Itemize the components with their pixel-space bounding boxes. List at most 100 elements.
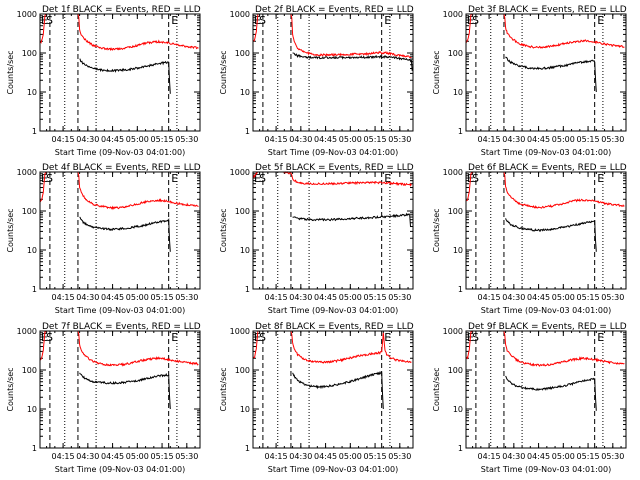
y-axis-label: Counts/sec [6, 208, 15, 252]
plot-frame [252, 13, 414, 132]
y-tick-label: 100 [235, 366, 250, 375]
x-tick-label: 04:15 [478, 452, 501, 461]
x-tick-label: 05:30 [601, 293, 624, 302]
plot-frame [252, 330, 414, 449]
series-line [79, 58, 171, 94]
x-tick-label: 04:15 [265, 135, 288, 144]
x-tick-label: 04:45 [314, 452, 337, 461]
y-tick-label: 1 [458, 285, 463, 294]
event-marker-label: S [259, 331, 266, 344]
plot-frame [39, 13, 201, 132]
x-tick-label: 05:30 [175, 135, 198, 144]
y-tick-label: 1 [245, 285, 250, 294]
panel-title: Det 8f BLACK = Events, RED = LLD [255, 322, 414, 332]
y-tick-label: 1 [245, 127, 250, 136]
x-axis-label: Start Time (09-Nov-03 04:01:00) [268, 148, 398, 157]
x-tick-label: 04:45 [101, 452, 124, 461]
x-tick-label: 04:45 [314, 135, 337, 144]
event-marker-label: S [46, 14, 53, 27]
x-tick-label: 05:00 [339, 135, 362, 144]
series-line [505, 375, 597, 411]
y-axis-label: Counts/sec [6, 50, 15, 94]
x-tick-label: 05:15 [151, 135, 174, 144]
x-tick-label: 04:45 [527, 135, 550, 144]
panel-title: Det 9f BLACK = Events, RED = LLD [468, 322, 627, 332]
x-tick-label: 04:15 [265, 452, 288, 461]
y-tick-label: 10 [27, 88, 37, 97]
x-tick-label: 05:15 [364, 135, 387, 144]
plot-frame [252, 171, 414, 290]
x-tick-label: 05:00 [126, 293, 149, 302]
x-tick-label: 04:45 [314, 293, 337, 302]
series-line [79, 372, 171, 410]
event-marker-label: E [171, 14, 178, 27]
x-tick-label: 04:45 [527, 293, 550, 302]
y-axis-label: Counts/sec [219, 367, 228, 411]
x-tick-label: 04:30 [76, 293, 99, 302]
x-axis-label: Start Time (09-Nov-03 04:01:00) [55, 148, 185, 157]
x-tick-label: 04:15 [478, 135, 501, 144]
x-tick-label: 05:15 [364, 452, 387, 461]
y-axis-label: Counts/sec [6, 367, 15, 411]
panel-title: Det 4f BLACK = Events, RED = LLD [42, 163, 201, 173]
x-tick-label: 05:30 [388, 135, 411, 144]
y-tick-label: 1000 [230, 327, 250, 336]
detector-panel: Det 6f BLACK = Events, RED = LLD Start Ti… [432, 163, 627, 315]
x-tick-label: 04:15 [52, 135, 75, 144]
event-marker-label: E [254, 172, 261, 185]
y-tick-label: 100 [448, 207, 463, 216]
y-tick-label: 1000 [17, 327, 37, 336]
y-tick-label: 100 [22, 49, 37, 58]
event-marker-label: S [259, 172, 266, 185]
y-tick-label: 1 [32, 285, 37, 294]
detector-panel: Det 4f BLACK = Events, RED = LLD Start Ti… [6, 163, 201, 315]
x-tick-label: 04:30 [502, 293, 525, 302]
x-tick-label: 05:30 [175, 293, 198, 302]
x-tick-label: 05:30 [388, 452, 411, 461]
y-tick-label: 10 [27, 246, 37, 255]
x-tick-label: 05:15 [364, 293, 387, 302]
y-tick-label: 1 [32, 127, 37, 136]
y-axis-label: Counts/sec [219, 50, 228, 94]
series-line [79, 216, 171, 252]
y-tick-label: 1000 [230, 10, 250, 19]
x-tick-label: 04:15 [52, 293, 75, 302]
series-line [505, 218, 597, 252]
panel-title: Det 2f BLACK = Events, RED = LLD [255, 5, 414, 15]
y-axis-label: Counts/sec [432, 208, 441, 252]
x-axis-label: Start Time (09-Nov-03 04:01:00) [55, 465, 185, 474]
y-tick-label: 1000 [443, 168, 463, 177]
x-axis-label: Start Time (09-Nov-03 04:01:00) [268, 465, 398, 474]
x-axis-label: Start Time (09-Nov-03 04:01:00) [268, 306, 398, 315]
plot-frame [39, 171, 201, 290]
detector-panel: Det 2f BLACK = Events, RED = LLD Start Ti… [219, 5, 414, 157]
x-tick-label: 04:30 [289, 452, 312, 461]
event-marker-label: E [171, 331, 178, 344]
y-tick-label: 100 [235, 49, 250, 58]
y-tick-label: 100 [22, 366, 37, 375]
y-tick-label: 1000 [230, 168, 250, 177]
x-tick-label: 05:15 [151, 293, 174, 302]
x-tick-label: 05:00 [126, 135, 149, 144]
x-tick-label: 04:45 [101, 293, 124, 302]
event-marker-label: S [472, 14, 479, 27]
plot-frame [465, 171, 627, 290]
x-tick-label: 05:00 [552, 135, 575, 144]
y-axis-label: Counts/sec [432, 50, 441, 94]
event-marker-label: E [384, 14, 391, 27]
plot-frame [39, 330, 201, 449]
y-tick-label: 10 [453, 88, 463, 97]
x-axis-label: Start Time (09-Nov-03 04:01:00) [481, 148, 611, 157]
event-marker-label: S [46, 331, 53, 344]
plot-frame [465, 330, 627, 449]
y-tick-label: 1 [458, 127, 463, 136]
x-tick-label: 04:30 [289, 135, 312, 144]
event-marker-label: E [171, 172, 178, 185]
y-tick-label: 1 [32, 444, 37, 453]
y-tick-label: 1000 [17, 168, 37, 177]
y-tick-label: 10 [240, 405, 250, 414]
x-tick-label: 04:15 [52, 452, 75, 461]
y-tick-label: 10 [240, 88, 250, 97]
x-tick-label: 05:00 [552, 293, 575, 302]
